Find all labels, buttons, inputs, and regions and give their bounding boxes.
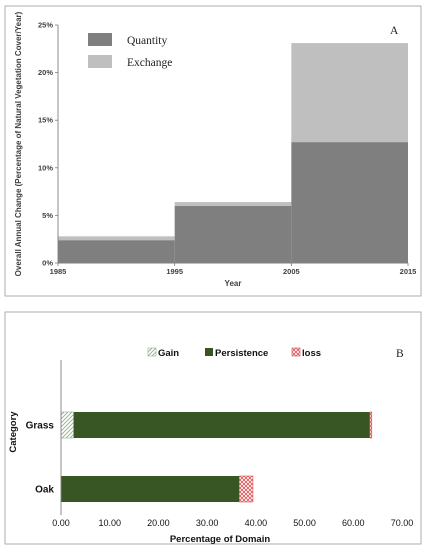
quantity-area-2 — [291, 142, 408, 263]
panel-b-border — [4, 311, 422, 545]
legend-label-quantity: Quantity — [127, 35, 167, 47]
panel-a-legend: Quantity Exchange — [88, 33, 172, 69]
panel-b-y-axis-title: Category — [8, 411, 19, 453]
category-label: Oak — [35, 485, 54, 496]
x-tick-label: 30.00 — [196, 518, 219, 528]
x-tick-label: 40.00 — [245, 518, 268, 528]
panel-b-category-labels: Grass Oak — [26, 421, 55, 496]
x-tick-label: 70.00 — [391, 518, 414, 528]
panel-b-legend: Gain Persistence loss — [147, 347, 321, 359]
y-tick-label: 20% — [38, 68, 53, 77]
legend-label-exchange: Exchange — [127, 57, 172, 69]
exchange-area-0 — [58, 236, 175, 241]
y-tick-label: 15% — [38, 116, 53, 125]
x-tick-label: 20.00 — [147, 518, 170, 528]
x-tick-label: 60.00 — [342, 518, 365, 528]
bar-persistence-oak — [61, 476, 240, 502]
legend-swatch-persistence — [205, 348, 213, 356]
y-tick-label: 25% — [38, 21, 53, 30]
panel-b-x-ticks: 0.00 10.00 20.00 30.00 40.00 50.00 60.00 70.00 — [52, 518, 413, 528]
panel-a-areas — [58, 43, 408, 263]
legend-swatch-loss — [291, 347, 301, 357]
legend-swatch-gain — [147, 347, 157, 357]
panel-a-y-ticks: 0% 5% 10% 15% 20% 25% — [38, 21, 58, 268]
panel-b-category-chart: B Gain Persistence loss Grass Oak 0.00 10.… — [4, 311, 422, 545]
legend-swatch-quantity — [88, 33, 112, 46]
bar-persistence-grass — [73, 412, 370, 438]
category-label: Grass — [26, 421, 55, 432]
quantity-area-1 — [174, 205, 292, 263]
x-tick-label: 50.00 — [293, 518, 316, 528]
exchange-area-1 — [174, 202, 292, 206]
x-tick-label: 1985 — [50, 267, 67, 276]
legend-label-gain: Gain — [158, 348, 179, 359]
panel-b-bars — [60, 411, 373, 503]
x-tick-label: 0.00 — [52, 518, 70, 528]
bar-loss-grass — [369, 411, 373, 439]
panel-a-border — [4, 5, 422, 297]
legend-label-loss: loss — [302, 348, 321, 359]
panel-a-change-chart: A 0% 5% 10% 15% 20% 25% 1985 1995 2005 2015 Year… — [4, 5, 422, 297]
legend-label-persistence: Persistence — [215, 348, 268, 359]
x-tick-label: 10.00 — [98, 518, 121, 528]
x-tick-label: 2015 — [400, 267, 417, 276]
panel-a-label: A — [390, 25, 399, 37]
legend-swatch-exchange — [88, 55, 112, 68]
exchange-area-2 — [291, 43, 408, 143]
panel-b-label: B — [396, 348, 404, 360]
y-tick-label: 5% — [42, 211, 53, 220]
panel-a-y-axis-title: Overall Annual Change (Percentage of Nat… — [14, 11, 23, 276]
panel-a-x-axis-title: Year — [225, 279, 242, 288]
y-tick-label: 0% — [42, 259, 53, 268]
panel-a-x-ticks: 1985 1995 2005 2015 — [50, 263, 417, 276]
panel-b-x-axis-title: Percentage of Domain — [170, 534, 270, 545]
x-tick-label: 2005 — [283, 267, 300, 276]
x-tick-label: 1995 — [166, 267, 183, 276]
y-tick-label: 10% — [38, 163, 53, 172]
quantity-area-0 — [58, 240, 175, 263]
bar-loss-oak — [238, 475, 254, 503]
bar-gain-grass — [60, 411, 74, 439]
